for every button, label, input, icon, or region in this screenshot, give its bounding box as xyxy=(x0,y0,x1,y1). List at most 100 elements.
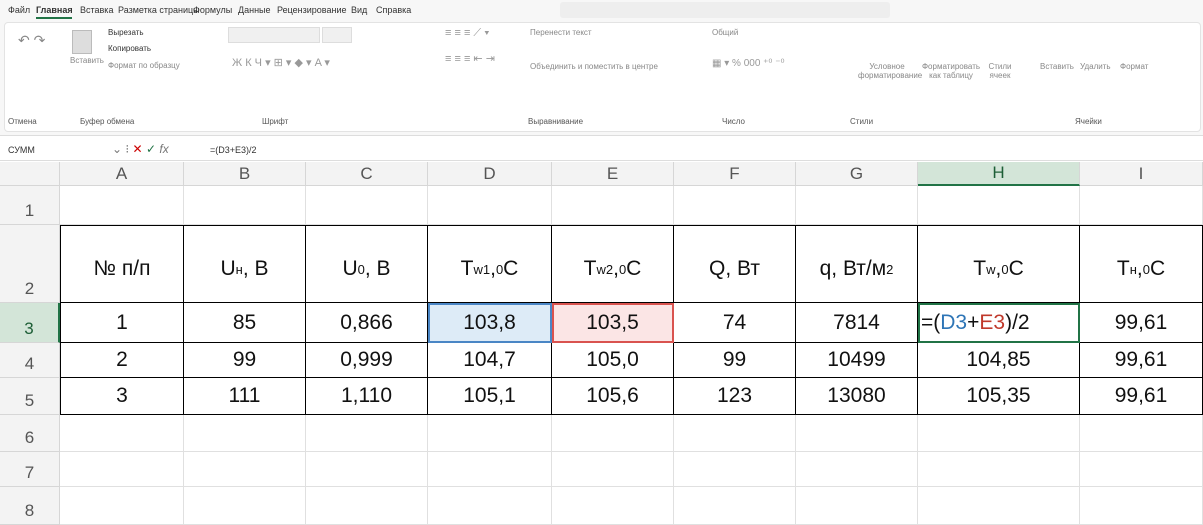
delete-button[interactable]: Удалить xyxy=(1080,62,1111,71)
row-header[interactable]: 3 xyxy=(0,303,60,343)
data-cell[interactable]: 1 xyxy=(60,303,184,343)
header-cell[interactable]: Q, Вт xyxy=(674,225,796,303)
cell[interactable] xyxy=(552,415,674,452)
cell[interactable] xyxy=(1080,186,1203,225)
search-box[interactable] xyxy=(560,2,890,18)
column-header[interactable]: B xyxy=(184,162,306,186)
cell[interactable] xyxy=(674,186,796,225)
cell[interactable] xyxy=(918,415,1080,452)
format-button[interactable]: Формат xyxy=(1120,62,1149,71)
cell[interactable] xyxy=(918,186,1080,225)
column-header[interactable]: E xyxy=(552,162,674,186)
cell[interactable] xyxy=(184,487,306,525)
size-box[interactable] xyxy=(322,27,352,43)
paste-icon[interactable] xyxy=(72,30,92,54)
data-cell[interactable]: 3 xyxy=(60,378,184,415)
data-cell[interactable]: 104,85 xyxy=(918,343,1080,378)
row-header[interactable]: 1 xyxy=(0,186,60,225)
format-table-button[interactable]: Форматировать как таблицу xyxy=(921,62,981,80)
number-format[interactable]: Общий xyxy=(712,28,739,37)
tab[interactable]: Разметка страницы xyxy=(118,5,200,15)
cell[interactable] xyxy=(674,452,796,487)
cell[interactable] xyxy=(1080,415,1203,452)
row-header[interactable]: 5 xyxy=(0,378,60,415)
data-cell[interactable]: 105,6 xyxy=(552,378,674,415)
data-cell[interactable]: 111 xyxy=(184,378,306,415)
data-cell[interactable]: 74 xyxy=(674,303,796,343)
merge-button[interactable]: Объединить и поместить в центре xyxy=(530,62,658,71)
row-header[interactable]: 8 xyxy=(0,487,60,525)
tab[interactable]: Формулы xyxy=(193,5,233,15)
data-cell[interactable]: 1,110 xyxy=(306,378,428,415)
tab[interactable]: Главная xyxy=(36,5,73,15)
cell[interactable] xyxy=(796,452,918,487)
data-cell[interactable]: =(D3 + E3)/2 xyxy=(918,303,1080,343)
cell[interactable] xyxy=(184,452,306,487)
formula-icons[interactable]: ⌄ ⁝ ✕ ✓ fx xyxy=(112,142,169,156)
data-cell[interactable]: 99 xyxy=(674,343,796,378)
cut-button[interactable]: Вырезать xyxy=(108,28,144,37)
data-cell[interactable]: 13080 xyxy=(796,378,918,415)
header-cell[interactable]: № п/п xyxy=(60,225,184,303)
cell[interactable] xyxy=(796,415,918,452)
row-header[interactable]: 6 xyxy=(0,415,60,452)
undo-icon[interactable]: ↶ ↷ xyxy=(18,32,46,48)
paste-button[interactable]: Вставить xyxy=(70,56,104,65)
data-cell[interactable]: 105,0 xyxy=(552,343,674,378)
data-cell[interactable]: 103,8 xyxy=(428,303,552,343)
data-cell[interactable]: 0,866 xyxy=(306,303,428,343)
tab[interactable]: Справка xyxy=(376,5,412,15)
copy-button[interactable]: Копировать xyxy=(108,44,152,53)
data-cell[interactable]: 105,35 xyxy=(918,378,1080,415)
cell[interactable] xyxy=(552,452,674,487)
cell-styles-button[interactable]: Стили ячеек xyxy=(988,62,1012,80)
header-cell[interactable]: q, Вт/м 2 xyxy=(796,225,918,303)
column-header[interactable]: C xyxy=(306,162,428,186)
column-header[interactable]: A xyxy=(60,162,184,186)
data-cell[interactable]: 123 xyxy=(674,378,796,415)
cell[interactable] xyxy=(1080,452,1203,487)
column-header[interactable]: D xyxy=(428,162,552,186)
cell[interactable] xyxy=(918,487,1080,525)
cell[interactable] xyxy=(552,186,674,225)
data-cell[interactable]: 0,999 xyxy=(306,343,428,378)
tab[interactable]: Данные xyxy=(238,5,271,15)
data-cell[interactable]: 10499 xyxy=(796,343,918,378)
cell[interactable] xyxy=(306,452,428,487)
data-cell[interactable]: 103,5 xyxy=(552,303,674,343)
data-cell[interactable]: 85 xyxy=(184,303,306,343)
data-cell[interactable]: 99,61 xyxy=(1080,378,1203,415)
row-header[interactable]: 7 xyxy=(0,452,60,487)
cell[interactable] xyxy=(184,415,306,452)
cell[interactable] xyxy=(428,415,552,452)
column-header[interactable]: I xyxy=(1080,162,1203,186)
data-cell[interactable]: 99 xyxy=(184,343,306,378)
column-header[interactable]: F xyxy=(674,162,796,186)
cell[interactable] xyxy=(306,487,428,525)
cell[interactable] xyxy=(796,487,918,525)
data-cell[interactable]: 104,7 xyxy=(428,343,552,378)
cell[interactable] xyxy=(60,487,184,525)
tab[interactable]: Вставка xyxy=(80,5,114,15)
cell[interactable] xyxy=(428,186,552,225)
cell[interactable] xyxy=(428,487,552,525)
tab[interactable]: Вид xyxy=(351,5,368,15)
column-header[interactable]: H xyxy=(918,162,1080,186)
cell[interactable] xyxy=(306,186,428,225)
cell[interactable] xyxy=(306,415,428,452)
row-header[interactable]: 2 xyxy=(0,225,60,303)
insert-button[interactable]: Вставить xyxy=(1040,62,1074,71)
cell[interactable] xyxy=(552,487,674,525)
cell[interactable] xyxy=(1080,487,1203,525)
cell[interactable] xyxy=(184,186,306,225)
cell[interactable] xyxy=(428,452,552,487)
formula-text[interactable]: =(D3+E3)/2 xyxy=(210,145,257,155)
number-buttons[interactable]: ▦ ▾ % 000 ⁺⁰ ⁻⁰ xyxy=(712,58,785,69)
data-cell[interactable]: 99,61 xyxy=(1080,303,1203,343)
